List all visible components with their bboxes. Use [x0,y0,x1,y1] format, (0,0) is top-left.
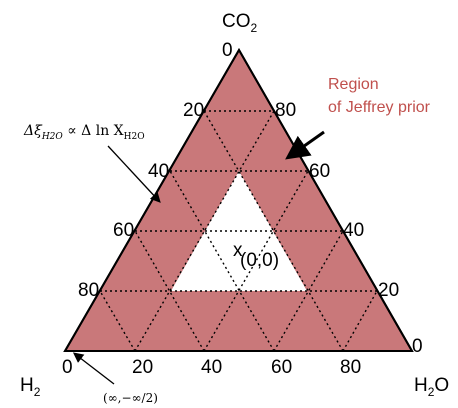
bottom-tick-60: 60 [271,357,292,378]
bottom-tick-40: 40 [201,357,222,378]
left-tick-40: 40 [148,161,169,182]
grid-lines [99,110,378,352]
bottom-tick-0: 0 [62,357,73,378]
formula-arrow [107,145,161,203]
right-tick-0: 0 [412,336,423,357]
right-tick-80: 80 [275,100,296,121]
corner-label-h2: H2 [20,375,41,399]
bottom-tick-80: 80 [340,357,361,378]
right-tick-60: 60 [309,161,330,182]
left-tick-80: 80 [78,280,99,301]
infinity-label: (∞,−∞/2) [103,391,158,405]
right-tick-20: 20 [378,280,399,301]
infinity-arrow [72,352,115,385]
bottom-tick-20: 20 [132,357,153,378]
right-tick-40: 40 [343,220,364,241]
corner-label-h2o: H2O [414,375,449,399]
left-tick-0: 0 [222,40,233,61]
region-arrow [285,130,325,160]
jeffrey-prior-region [171,171,307,291]
center-label: (0,0) [240,250,279,271]
region-label-line2: of Jeffrey prior [328,99,431,116]
corner-label-co2: CO2 [222,11,258,35]
region-label-line1: Region [328,76,379,93]
left-tick-20: 20 [183,100,204,121]
center-marker: x [233,240,243,261]
left-tick-60: 60 [113,220,134,241]
formula-label: ΔξH2O ∝ Δ ln XH2O [23,123,145,142]
